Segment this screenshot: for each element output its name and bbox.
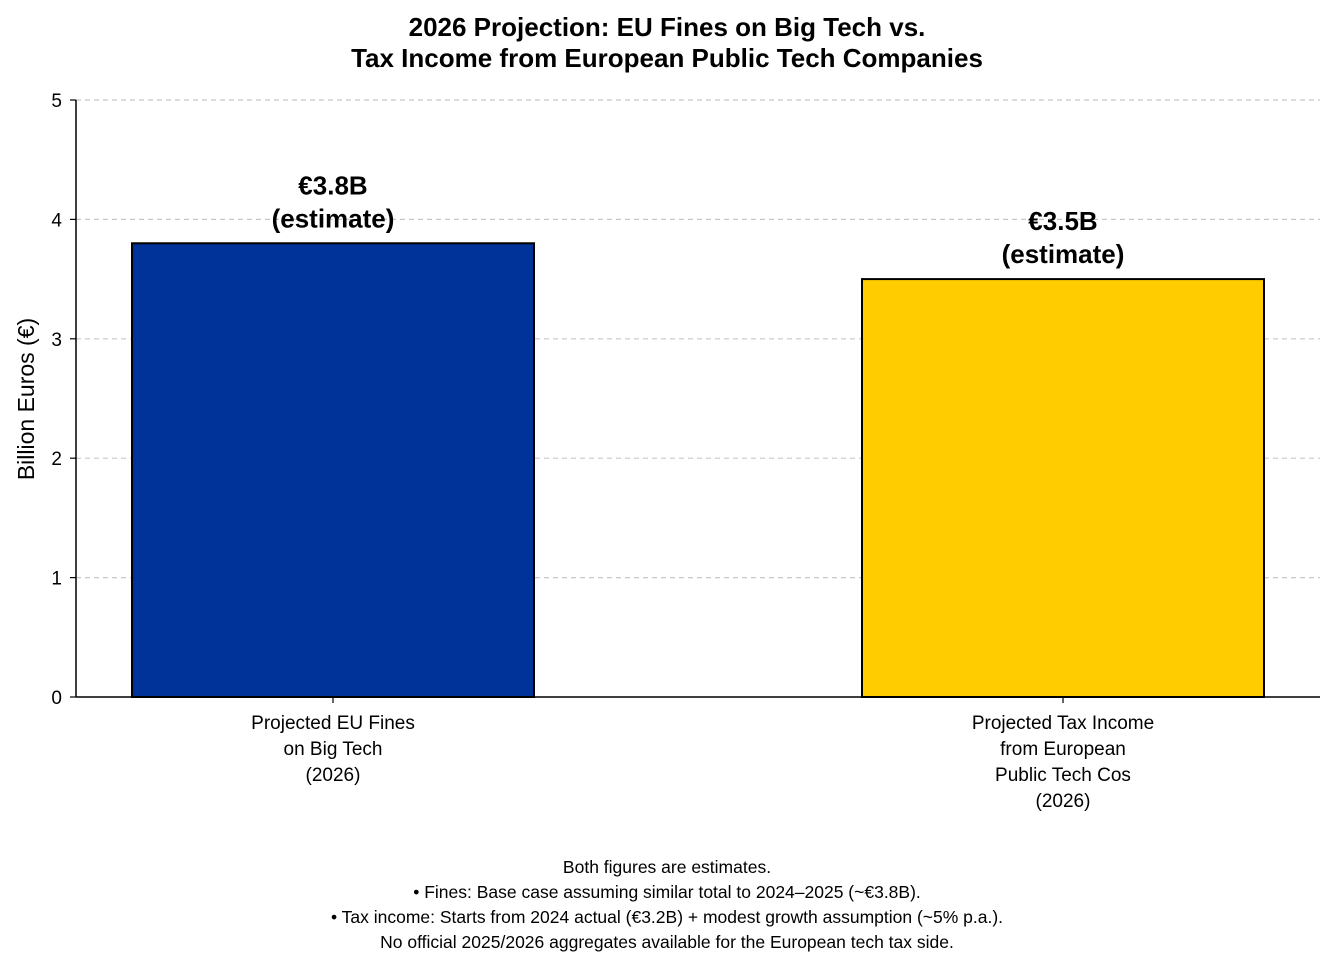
y-tick-label: 2 [51,449,62,470]
data-label: (estimate) [272,203,395,233]
y-tick-labels: 0 1 2 3 4 5 [51,91,76,709]
y-tick-label: 3 [51,330,62,351]
y-tick-label: 0 [51,688,62,709]
data-label: €3.5B [1028,206,1097,236]
y-axis-label: Billion Euros (€) [13,318,39,480]
y-tick-label: 1 [51,569,62,590]
bars [131,242,1265,698]
x-tick-label: Projected EU Fines [251,713,415,734]
bar [861,278,1265,698]
y-tick-label: 4 [51,210,62,231]
x-tick-label: from European [1000,739,1126,760]
chart-title-line: 2026 Projection: EU Fines on Big Tech vs… [409,12,926,42]
bar [131,242,535,698]
x-tick-label: on Big Tech [284,739,383,760]
data-label: €3.8B [298,170,367,200]
x-tick-label: (2026) [1036,791,1091,812]
x-tick-label: (2026) [306,765,361,786]
data-label: (estimate) [1002,239,1125,269]
x-tick-label: Projected Tax Income [972,713,1154,734]
x-tick-label: Public Tech Cos [995,765,1131,786]
x-tick-labels: Projected EU Fines on Big Tech (2026) Proje… [251,697,1154,812]
y-tick-label: 5 [51,91,62,112]
chart-title: 2026 Projection: EU Fines on Big Tech vs… [351,12,983,73]
footnote: Both figures are estimates. • Fines: Base… [331,857,1003,952]
axes [75,100,1320,698]
footnote-line: No official 2025/2026 aggregates availab… [380,932,954,952]
footnote-line: • Fines: Base case assuming similar tota… [413,882,921,902]
footnote-line: • Tax income: Starts from 2024 actual (€… [331,907,1003,927]
chart-title-line: Tax Income from European Public Tech Com… [351,43,983,73]
footnote-line: Both figures are estimates. [563,857,771,877]
data-labels: €3.8B(estimate) €3.5B(estimate) [272,170,1125,269]
y-axis-title: Billion Euros (€) [13,318,39,480]
